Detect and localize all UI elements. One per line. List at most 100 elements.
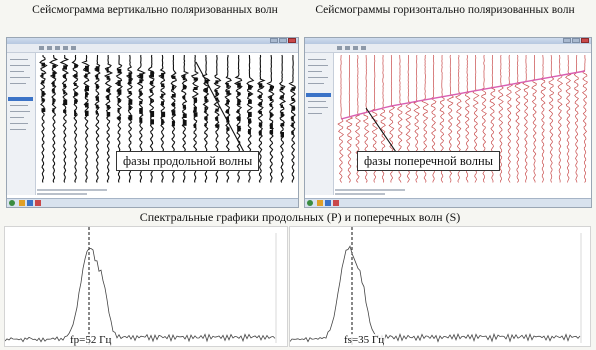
trace-peak-fill [63, 83, 66, 88]
trace-peak-fill [85, 85, 89, 92]
app-icon[interactable] [35, 200, 41, 206]
arrival-pick-line [340, 70, 586, 120]
trace-peak-fill [258, 130, 262, 136]
close-icon[interactable] [288, 38, 296, 43]
seismic-trace [531, 54, 537, 183]
save-icon[interactable] [47, 46, 52, 50]
trace-peak-fill [269, 130, 274, 135]
trace-peak-fill [41, 91, 45, 97]
p-frequency-label: fp=52 Гц [69, 334, 113, 346]
trace-peak-fill [63, 99, 68, 105]
zoom-icon[interactable] [55, 46, 60, 50]
trace-peak-fill [95, 66, 100, 72]
trace-peak-fill [171, 120, 175, 127]
trace-peak-fill [95, 104, 99, 109]
p-wave-spectrum-line [5, 248, 276, 343]
filter-icon[interactable] [63, 46, 68, 50]
seismic-trace [39, 55, 48, 183]
trace-peak-fill [291, 131, 294, 135]
maximize-button[interactable] [572, 38, 580, 43]
browser-icon[interactable] [27, 200, 33, 206]
close-icon[interactable] [581, 38, 589, 43]
seismic-trace [266, 54, 275, 183]
trace-peak-fill [52, 71, 56, 78]
file-tree-sidebar[interactable] [305, 53, 334, 195]
window-titlebar [7, 38, 298, 44]
trace-peak-fill [226, 109, 230, 114]
trace-peak-fill [258, 110, 262, 115]
trace-peak-fill [74, 74, 78, 78]
trace-peak-fill [41, 80, 45, 84]
start-icon[interactable] [9, 200, 15, 206]
trace-peak-fill [161, 72, 165, 78]
filter-icon[interactable] [361, 46, 366, 50]
trace-peak-fill [106, 95, 110, 100]
trace-peak-fill [52, 98, 55, 105]
seismic-trace [539, 54, 547, 183]
trace-peak-fill [182, 120, 187, 126]
trace-peak-fill [237, 92, 241, 96]
trace-peak-fill [237, 82, 241, 88]
trace-peak-fill [128, 99, 133, 105]
trace-peak-fill [63, 109, 67, 113]
seismic-trace [548, 54, 555, 183]
trace-peak-fill [128, 115, 133, 121]
trace-peak-fill [182, 95, 186, 100]
horizontal-seismograms-window [304, 37, 592, 208]
trace-peak-fill [85, 73, 88, 78]
trace-peak-fill [74, 83, 77, 86]
trace-peak-fill [117, 107, 120, 113]
trace-peak-fill [117, 68, 122, 74]
trace-peak-fill [215, 97, 219, 101]
trace-peak-fill [85, 92, 88, 98]
s-wave-spectrum-panel: fs=35 Гц [289, 226, 591, 347]
trace-peak-fill [161, 93, 164, 98]
p-wave-arrow [195, 61, 245, 153]
minimize-button[interactable] [270, 38, 278, 43]
folder-icon[interactable] [317, 200, 323, 206]
trace-peak-fill [193, 97, 197, 103]
maximize-button[interactable] [279, 38, 287, 43]
seismic-trace [59, 54, 70, 183]
trace-peak-fill [128, 91, 132, 95]
app-icon[interactable] [333, 200, 339, 206]
save-icon[interactable] [345, 46, 350, 50]
trace-peak-fill [248, 129, 251, 135]
start-icon[interactable] [307, 200, 313, 206]
trace-peak-fill [258, 102, 263, 106]
open-icon[interactable] [337, 46, 342, 50]
selected-file-item[interactable] [306, 93, 331, 97]
open-icon[interactable] [39, 46, 44, 50]
minimize-button[interactable] [563, 38, 571, 43]
trace-peak-fill [269, 103, 273, 107]
seismic-trace [279, 54, 287, 183]
settings-icon[interactable] [71, 46, 76, 50]
trace-peak-fill [182, 104, 186, 109]
trace-peak-fill [193, 77, 198, 81]
zoom-icon[interactable] [353, 46, 358, 50]
trace-peak-fill [182, 85, 187, 90]
trace-peak-fill [63, 74, 67, 78]
trace-peak-fill [237, 99, 241, 106]
trace-peak-fill [150, 99, 153, 103]
seismic-trace [573, 54, 580, 183]
selected-file-item[interactable] [8, 97, 33, 101]
trace-peak-fill [291, 87, 295, 91]
trace-peak-fill [161, 83, 165, 88]
trace-peak-fill [85, 65, 89, 72]
trace-peak-fill [280, 132, 284, 138]
trace-peak-fill [117, 116, 121, 120]
folder-icon[interactable] [19, 200, 25, 206]
trace-peak-fill [139, 79, 143, 84]
trace-peak-fill [63, 90, 66, 95]
trace-peak-fill [182, 113, 187, 118]
trace-peak-fill [215, 80, 219, 84]
trace-peak-fill [171, 85, 175, 91]
trace-peak-fill [128, 105, 131, 111]
file-tree-sidebar[interactable] [7, 53, 36, 195]
browser-icon[interactable] [325, 200, 331, 206]
trace-peak-fill [291, 97, 295, 101]
taskbar [305, 198, 591, 207]
trace-peak-fill [161, 118, 164, 125]
